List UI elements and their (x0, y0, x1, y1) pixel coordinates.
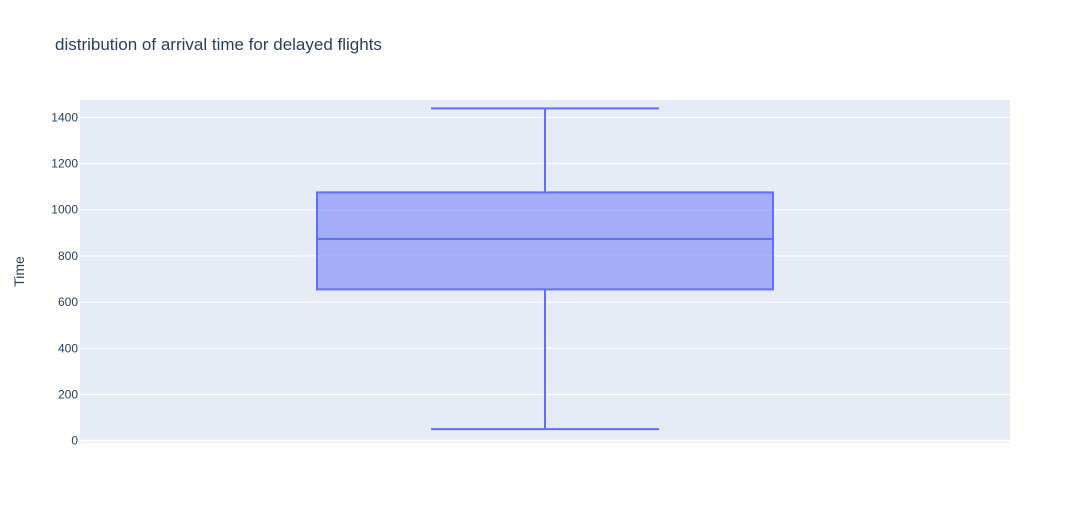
y-tick-label: 0 (71, 434, 78, 448)
y-tick-label: 1200 (51, 157, 78, 171)
y-tick-label: 600 (58, 295, 78, 309)
y-tick-label: 1400 (51, 110, 78, 124)
chart-title: distribution of arrival time for delayed… (55, 35, 382, 54)
y-tick-label: 1000 (51, 203, 78, 217)
y-axis-label: Time (11, 256, 27, 287)
y-tick-label: 800 (58, 249, 78, 263)
y-axis-ticks: 0 200 400 600 800 1000 1200 1400 (51, 110, 78, 447)
iqr-box (316, 191, 774, 291)
box-trace (316, 107, 774, 431)
y-tick-label: 400 (58, 341, 78, 355)
y-tick-label: 200 (58, 387, 78, 401)
